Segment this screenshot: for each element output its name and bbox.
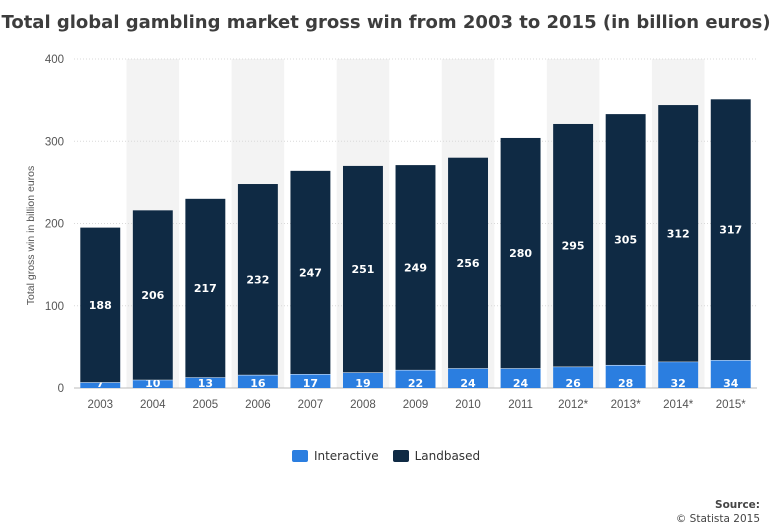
bar-landbased-2012*[interactable] [553,123,594,367]
data-label-interactive: 10 [145,377,161,390]
legend-label-interactive: Interactive [313,449,379,463]
bar-interactive-2012*[interactable] [553,366,594,388]
data-label-landbased: 249 [404,262,427,275]
bar-landbased-2013*[interactable] [605,114,646,365]
data-label-interactive: 32 [671,377,686,390]
x-tick-label: 2008 [350,399,376,411]
x-tick-label: 2005 [193,399,219,411]
y-tick-label: 200 [45,219,64,231]
bar-interactive-2006[interactable] [237,374,278,388]
x-tick-label: 2006 [245,399,271,411]
bar-landbased-2009[interactable] [395,165,436,370]
x-tick-label: 2015* [716,399,747,411]
y-axis-label: Total gross win in billion euros [25,166,37,305]
data-label-interactive: 24 [513,377,529,390]
y-tick-label: 100 [45,301,64,313]
bar-interactive-2010[interactable] [448,368,489,388]
x-tick-label: 2004 [140,399,166,411]
data-label-landbased: 217 [194,282,217,295]
data-label-landbased: 280 [509,247,532,260]
data-label-interactive: 34 [723,377,739,390]
data-label-landbased: 305 [614,234,637,247]
legend-item-landbased[interactable]: Landbased [392,449,481,463]
y-tick-label: 0 [58,383,64,395]
data-label-interactive: 22 [408,377,423,390]
source-label: Source: [715,499,760,511]
y-tick-label: 300 [45,136,64,148]
data-label-landbased: 251 [351,263,374,276]
bars: 7 188 10 206 13 217 16 232 17 247 19 251 22 249 24 256 2… [80,99,751,390]
bar-landbased-2014*[interactable] [658,105,699,362]
bar-landbased-2007[interactable] [290,170,331,375]
legend-swatch-interactive [291,450,308,462]
data-label-landbased: 256 [457,257,480,270]
data-label-landbased: 232 [246,273,269,286]
bar-interactive-2007[interactable] [290,374,331,388]
bar-interactive-2009[interactable] [395,369,436,388]
data-label-interactive: 26 [565,377,581,390]
bar-interactive-2008[interactable] [342,372,383,388]
bar-landbased-2003[interactable] [80,227,121,383]
bar-landbased-2004[interactable] [132,210,173,380]
data-label-landbased: 317 [719,224,742,237]
source-text: © Statista 2015 [675,513,760,525]
x-tick-label: 2007 [298,399,324,411]
x-tick-label: 2012* [558,399,589,411]
bar-interactive-2005[interactable] [185,377,226,388]
bar-landbased-2006[interactable] [237,184,278,375]
bar-interactive-2014*[interactable] [658,361,699,388]
bar-landbased-2015*[interactable] [710,99,751,361]
source-note: Source: © Statista 2015 [676,498,760,526]
y-axis-ticks: 0 100 200 300 400 [45,54,64,395]
x-axis-ticks: 2003 2004 2005 2006 2007 2008 2009 2010 2011 2012… [87,399,746,411]
legend-item-interactive[interactable]: Interactive [291,449,379,463]
bar-landbased-2008[interactable] [342,165,383,373]
data-label-landbased: 247 [299,266,322,279]
data-label-landbased: 295 [562,239,585,252]
x-tick-label: 2013* [611,399,642,411]
bar-landbased-2005[interactable] [185,198,226,378]
x-tick-label: 2010 [455,399,481,411]
data-label-interactive: 17 [303,377,318,390]
data-label-interactive: 16 [250,377,266,390]
legend-label-landbased: Landbased [414,449,481,463]
x-tick-label: 2003 [87,399,113,411]
data-label-landbased: 188 [89,299,112,312]
legend-swatch-landbased [392,450,409,462]
x-tick-label: 2009 [403,399,429,411]
bar-landbased-2011[interactable] [500,137,541,369]
data-label-interactive: 24 [460,377,476,390]
x-tick-label: 2011 [508,399,533,411]
bar-interactive-2015*[interactable] [710,360,751,388]
bar-interactive-2004[interactable] [132,379,173,388]
legend: Interactive Landbased [0,449,772,463]
data-label-interactive: 13 [198,377,213,390]
bar-interactive-2011[interactable] [500,368,541,388]
data-label-landbased: 312 [667,227,690,240]
bar-interactive-2003[interactable] [80,382,121,388]
data-label-interactive: 19 [355,377,370,390]
bar-interactive-2013*[interactable] [605,364,646,388]
data-label-interactive: 7 [96,377,104,390]
data-label-landbased: 206 [141,289,164,302]
bar-landbased-2010[interactable] [448,157,489,369]
stacked-bar-chart: 7 188 10 206 13 217 16 232 17 247 19 251 22 249 24 256 2… [25,54,757,411]
y-tick-label: 400 [45,54,64,66]
x-tick-label: 2014* [663,399,694,411]
chart-title: Total global gambling market gross win f… [1,12,771,33]
data-label-interactive: 28 [618,377,633,390]
